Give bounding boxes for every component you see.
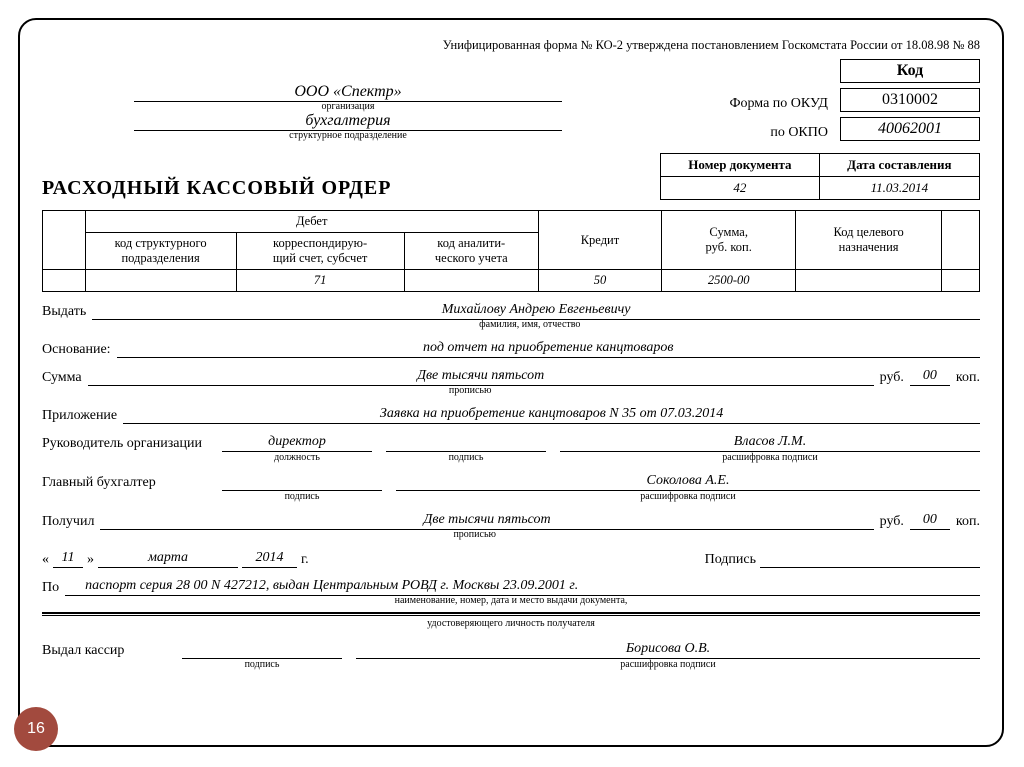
sum-label: Сумма: [42, 370, 82, 386]
header-grid: Код ООО «Спектр» организация Форма по ОК…: [42, 59, 980, 141]
cell-credit: 50: [538, 270, 661, 292]
attach-label: Приложение: [42, 408, 117, 424]
cell-corr: 71: [236, 270, 404, 292]
col-debet: Дебет: [85, 211, 538, 233]
col-corr: корреспондирую- щий счет, субсчет: [236, 233, 404, 270]
cashier-label: Выдал кассир: [42, 643, 182, 659]
receiver-sign: [760, 550, 980, 568]
col-sum: Сумма, руб. коп.: [662, 211, 796, 270]
org-caption: организация: [42, 101, 654, 112]
kop-label: коп.: [956, 370, 980, 386]
kop-value: 00: [910, 368, 950, 386]
col-blank: [43, 211, 86, 270]
issue-to-value: Михайлову Андрею Евгеньевичу: [92, 302, 980, 320]
cashier-sign-caption: подпись: [182, 659, 342, 670]
by-caption: наименование, номер, дата и место выдачи…: [42, 595, 980, 606]
attach-value: Заявка на приобретение канцтоваров N 35 …: [123, 406, 980, 424]
docdate-label: Дата составления: [819, 154, 979, 177]
head-name: Власов Л.М.: [560, 434, 980, 452]
separator-line: [42, 612, 980, 616]
code-header: Код: [840, 59, 980, 83]
document-frame: Унифицированная форма № КО-2 утверждена …: [18, 18, 1004, 747]
received-caption: прописью: [85, 529, 864, 540]
cashier-sign: [182, 641, 342, 659]
by-value: паспорт серия 28 00 N 427212, выдан Цент…: [65, 578, 980, 596]
head-name-caption: расшифровка подписи: [560, 452, 980, 463]
head-sign: [386, 434, 546, 452]
received-kop: 00: [910, 512, 950, 530]
issue-to-caption: фамилия, имя, отчество: [80, 319, 980, 330]
sum-caption: прописью: [76, 385, 864, 396]
basis-label: Основание:: [42, 342, 111, 358]
head-position: директор: [222, 434, 372, 452]
regulation-note: Унифицированная форма № КО-2 утверждена …: [42, 38, 980, 53]
head-label: Руководитель организации: [42, 436, 222, 452]
document-title: РАСХОДНЫЙ КАССОВЫЙ ОРДЕР: [42, 177, 391, 200]
received-label: Получил: [42, 514, 94, 530]
dept-caption: структурное подразделение: [42, 130, 654, 141]
docdate-value: 11.03.2014: [819, 177, 979, 200]
by-caption2: удостоверяющего личность получателя: [42, 618, 980, 629]
dept-name: бухгалтерия: [134, 112, 562, 131]
docnum-label: Номер документа: [661, 154, 820, 177]
docnum-value: 42: [661, 177, 820, 200]
sign-label: Подпись: [705, 552, 756, 568]
col-struct: код структурного подразделения: [85, 233, 236, 270]
page-number-badge: 16: [14, 707, 58, 751]
rub-label: руб.: [880, 370, 904, 386]
cashier-name-caption: расшифровка подписи: [356, 659, 980, 670]
received-words: Две тысячи пятьсот: [100, 512, 873, 530]
okpo-code: 40062001: [840, 117, 980, 141]
by-label: По: [42, 580, 59, 596]
date-year: 2014: [242, 550, 297, 568]
col-credit: Кредит: [538, 211, 661, 270]
col-analytic: код аналити- ческого учета: [404, 233, 538, 270]
sum-words: Две тысячи пятьсот: [88, 368, 874, 386]
chief-acc-name: Соколова А.Е.: [396, 473, 980, 491]
okud-code: 0310002: [840, 88, 980, 112]
head-position-caption: должность: [222, 452, 372, 463]
chief-acc-name-caption: расшифровка подписи: [396, 491, 980, 502]
col-trail: [941, 211, 979, 270]
page-number: 16: [27, 720, 45, 738]
col-target: Код целевого назначения: [796, 211, 942, 270]
accounting-table: Дебет Кредит Сумма, руб. коп. Код целево…: [42, 210, 980, 292]
table-row: 71 50 2500-00: [43, 270, 980, 292]
okud-label: Форма по ОКУД: [662, 96, 832, 112]
org-name: ООО «Спектр»: [134, 83, 562, 102]
docnum-table: Номер документа Дата составления 42 11.0…: [660, 153, 980, 200]
date-day: 11: [53, 550, 83, 568]
okpo-label: по ОКПО: [662, 125, 832, 141]
basis-value: под отчет на приобретение канцтоваров: [117, 340, 980, 358]
chief-acc-sign: [222, 473, 382, 491]
cashier-name: Борисова О.В.: [356, 641, 980, 659]
issue-to-label: Выдать: [42, 304, 86, 320]
date-month: марта: [98, 550, 238, 568]
chief-acc-label: Главный бухгалтер: [42, 475, 222, 491]
chief-acc-sign-caption: подпись: [222, 491, 382, 502]
cell-sum: 2500-00: [662, 270, 796, 292]
head-sign-caption: подпись: [386, 452, 546, 463]
